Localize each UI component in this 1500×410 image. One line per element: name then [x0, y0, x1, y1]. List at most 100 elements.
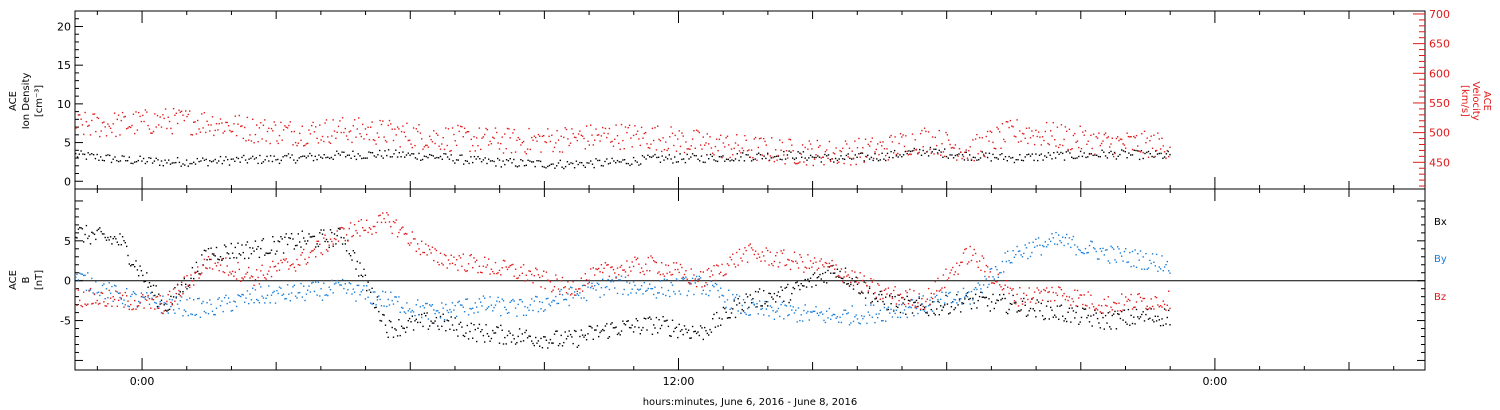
- By-point: [604, 286, 607, 289]
- Bx-point: [127, 254, 129, 257]
- density-point: [1037, 159, 1039, 162]
- By-point: [745, 313, 747, 316]
- velocity-point: [1147, 156, 1150, 158]
- density-point: [986, 156, 989, 159]
- Bz-point: [754, 250, 757, 252]
- By-point: [713, 286, 715, 288]
- Bz-point: [457, 269, 459, 271]
- By-point: [945, 291, 947, 294]
- Bx-point: [270, 249, 273, 251]
- By-point: [121, 302, 124, 305]
- Bz-point: [1118, 302, 1120, 304]
- density-point: [740, 156, 742, 158]
- velocity-point: [1058, 146, 1060, 149]
- velocity-point: [543, 134, 545, 137]
- Bx-point: [889, 294, 891, 296]
- By-point: [705, 293, 707, 295]
- By-point: [1087, 251, 1089, 254]
- Bx-point: [902, 302, 904, 304]
- By-point: [958, 300, 961, 302]
- Bx-point: [573, 329, 576, 332]
- density-point: [1142, 157, 1144, 160]
- Bx-point: [1153, 321, 1155, 323]
- Bx-point: [768, 292, 770, 294]
- Bz-point: [528, 270, 530, 272]
- Bz-point: [1147, 308, 1150, 310]
- By-point: [708, 294, 710, 297]
- Bx-point: [737, 298, 739, 300]
- density-point: [472, 161, 474, 164]
- density-point: [593, 166, 595, 169]
- Bz-point: [796, 262, 798, 264]
- By-point: [1074, 244, 1076, 246]
- Bx-point: [281, 238, 283, 240]
- Bz-point: [901, 297, 903, 299]
- velocity-point: [1066, 130, 1068, 132]
- By-point: [138, 300, 140, 303]
- Bz-point: [1151, 305, 1154, 308]
- By-point: [777, 307, 780, 310]
- Bx-point: [1058, 318, 1060, 320]
- velocity-point: [237, 123, 239, 125]
- Bz-point: [650, 255, 652, 257]
- By-point: [749, 314, 751, 316]
- By-point: [787, 314, 789, 317]
- density-point: [361, 157, 363, 160]
- Bx-point: [392, 336, 395, 338]
- Bz-point: [843, 276, 845, 278]
- velocity-tick-label: 450: [1429, 156, 1450, 169]
- Bx-point: [95, 238, 97, 241]
- Bx-point: [812, 273, 814, 276]
- density-point: [212, 160, 215, 162]
- By-point: [540, 308, 542, 310]
- By-point: [547, 297, 549, 300]
- Bx-point: [848, 285, 851, 287]
- By-point: [965, 293, 967, 295]
- Bx-point: [233, 257, 235, 259]
- Bz-point: [202, 264, 204, 267]
- By-point: [1062, 236, 1064, 238]
- By-point: [1158, 266, 1160, 268]
- By-point: [726, 299, 729, 301]
- velocity-point: [776, 159, 778, 161]
- Bx-point: [646, 329, 648, 331]
- velocity-point: [1087, 140, 1089, 142]
- Bx-point: [290, 233, 293, 235]
- Bz-point: [795, 260, 797, 262]
- velocity-point: [685, 141, 687, 143]
- density-point: [811, 156, 814, 158]
- density-point: [168, 159, 170, 161]
- By-point: [1066, 233, 1068, 236]
- velocity-point: [614, 138, 616, 140]
- density-point: [148, 157, 150, 159]
- velocity-point: [898, 142, 900, 145]
- Bx-point: [1155, 320, 1158, 322]
- velocity-point: [504, 133, 506, 135]
- By-point: [95, 281, 97, 283]
- Bx-point: [661, 324, 663, 327]
- By-point: [1084, 247, 1087, 250]
- By-point: [1163, 266, 1166, 268]
- Bx-point: [1080, 316, 1083, 319]
- By-point: [997, 276, 999, 278]
- Bx-point: [375, 306, 377, 308]
- Bz-point: [162, 312, 164, 315]
- velocity-point: [942, 151, 945, 153]
- velocity-point: [789, 139, 792, 141]
- Bz-point: [761, 251, 763, 253]
- Bz-point: [914, 307, 916, 309]
- top-panel-series: [75, 107, 1171, 170]
- Bz-point: [1110, 306, 1112, 308]
- By-point: [307, 289, 309, 291]
- Bz-point: [602, 271, 604, 274]
- By-point: [686, 294, 688, 297]
- density-point: [300, 156, 302, 158]
- Bx-point: [442, 313, 444, 315]
- density-point: [1029, 155, 1032, 157]
- Bx-point: [1029, 307, 1032, 310]
- By-point: [505, 308, 507, 311]
- density-point: [125, 160, 127, 162]
- By-point: [282, 293, 285, 295]
- Bx-point: [913, 301, 915, 304]
- By-point: [473, 312, 475, 314]
